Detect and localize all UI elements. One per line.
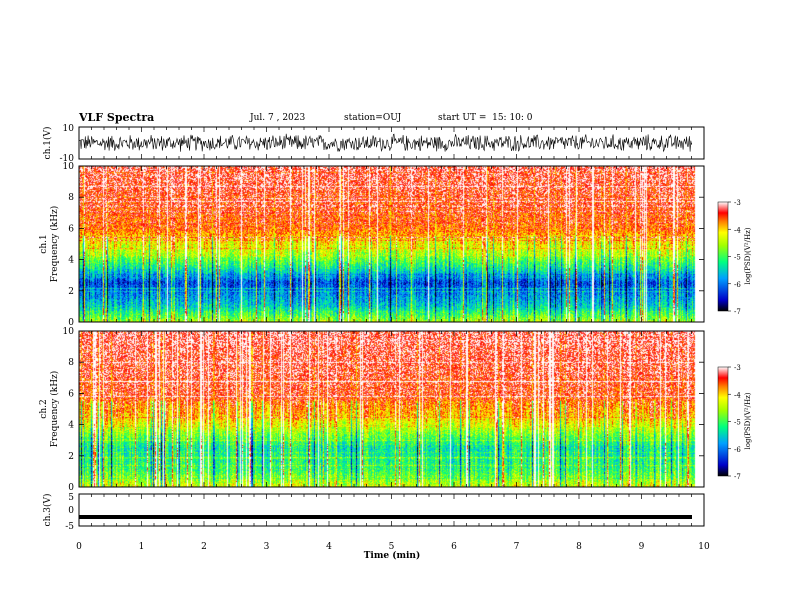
x-tick-label: 6 (451, 542, 457, 552)
ch2-spectrogram-image (79, 331, 704, 487)
ch1-spectrogram-image (79, 166, 704, 322)
ch3-ytick-5: 5 (68, 493, 74, 503)
y-tick-label: 8 (68, 193, 74, 203)
ch2-spectrogram-ylabel: Frequency (kHz) (49, 371, 60, 448)
colorbar-tick-label: -6 (734, 446, 741, 454)
x-tick-label: 0 (76, 542, 82, 552)
x-axis-label: Time (min) (364, 550, 421, 561)
start-time-label: start UT = 15: 10: 0 (438, 113, 533, 123)
station-label: station=OUJ (344, 113, 402, 123)
date-label: Jul. 7 , 2023 (250, 113, 306, 123)
x-tick-label: 2 (201, 542, 207, 552)
x-tick-label: 1 (139, 542, 145, 552)
ch3-waveform-ylabel: ch.3(V) (42, 494, 53, 527)
y-tick-label: 4 (68, 421, 74, 431)
ch1-colorbar-label: log(PSD)(V²/Hz) (744, 227, 752, 284)
ch2-spectrogram-ylabel-top: ch.2 (39, 399, 49, 418)
ch3-ytick-0: 0 (68, 506, 74, 516)
colorbar-tick-label: -6 (734, 281, 741, 289)
colorbar-tick-label: -5 (734, 419, 741, 427)
figure-title: VLF Spectra (79, 111, 155, 124)
ch2-colorbar (717, 366, 729, 477)
ch1-spectrogram-ylabel-top: ch.1 (39, 234, 49, 253)
colorbar-tick-label: -7 (734, 473, 741, 481)
x-tick-label: 4 (326, 542, 332, 552)
colorbar-tick-label: -3 (734, 364, 741, 372)
y-tick-label: 10 (63, 327, 75, 337)
colorbar-tick-label: -4 (734, 226, 741, 234)
x-tick-label: 3 (264, 542, 270, 552)
y-tick-label: 6 (68, 389, 74, 399)
ch1-ytick-10: 10 (63, 124, 75, 134)
ch1-waveform-line (79, 133, 692, 153)
ch1-colorbar (717, 201, 729, 312)
y-tick-label: 4 (68, 256, 74, 266)
colorbar-tick-label: -7 (734, 308, 741, 316)
x-tick-label: 9 (639, 542, 645, 552)
y-tick-label: 6 (68, 224, 74, 234)
y-tick-label: 10 (63, 162, 75, 172)
ch1-ytick-minus10: -10 (60, 154, 75, 164)
x-tick-label: 5 (389, 542, 395, 552)
ch3-ytick-minus5: -5 (65, 522, 74, 532)
colorbar-tick-label: -4 (734, 391, 741, 399)
ch1-waveform-ylabel: ch.1(V) (42, 127, 53, 160)
x-tick-label: 10 (698, 542, 710, 552)
y-tick-label: 0 (68, 483, 74, 493)
colorbar-tick-label: -5 (734, 254, 741, 262)
y-tick-label: 0 (68, 318, 74, 328)
x-tick-label: 7 (514, 542, 520, 552)
colorbar-tick-label: -3 (734, 199, 741, 207)
ch1-spectrogram-ylabel: Frequency (kHz) (49, 206, 60, 283)
y-tick-label: 2 (68, 287, 74, 297)
y-tick-label: 8 (68, 358, 74, 368)
ch2-colorbar-label: log(PSD)(V²/Hz) (744, 392, 752, 449)
ch1-waveform-trace (79, 133, 692, 153)
x-tick-label: 8 (576, 542, 582, 552)
y-tick-label: 2 (68, 452, 74, 462)
